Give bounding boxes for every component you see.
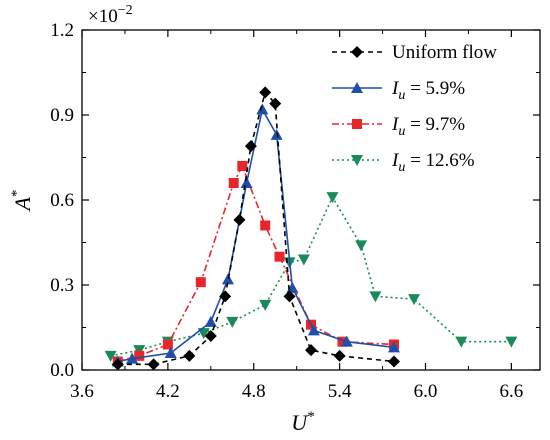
data-point <box>355 240 368 252</box>
y-tick-label: 0.3 <box>50 275 74 296</box>
scale-note: ×10−2 <box>88 3 133 27</box>
data-point <box>286 281 299 293</box>
series-line <box>117 90 395 366</box>
data-point <box>326 192 339 204</box>
data-point <box>269 97 282 110</box>
data-point <box>340 335 353 347</box>
data-point <box>104 350 117 362</box>
data-point <box>204 315 217 327</box>
series-0 <box>111 86 401 371</box>
data-point <box>388 341 401 353</box>
data-point <box>408 294 421 306</box>
data-point <box>237 161 248 171</box>
series-2 <box>112 161 400 367</box>
data-point <box>283 290 296 303</box>
legend-item: Uniform flow <box>332 42 497 63</box>
data-point <box>197 328 210 340</box>
y-axis-title: A* <box>9 190 35 213</box>
x-tick-label: 4.8 <box>242 381 266 402</box>
data-point <box>455 336 468 348</box>
y-tick-label: 0.0 <box>50 360 74 381</box>
y-tick-label: 0.9 <box>50 105 74 126</box>
data-point <box>134 350 145 361</box>
legend-marker <box>352 119 362 129</box>
data-point <box>270 128 283 140</box>
data-point <box>233 213 246 226</box>
legend-item: Iu = 9.7% <box>332 114 465 139</box>
data-point <box>388 355 401 368</box>
data-point <box>256 103 269 115</box>
legend-label: Uniform flow <box>392 42 497 63</box>
data-point <box>162 339 173 350</box>
data-point <box>221 273 234 285</box>
x-axis-title: U* <box>291 409 314 435</box>
series-3 <box>104 192 518 362</box>
data-point <box>195 277 206 288</box>
data-point <box>183 349 196 362</box>
data-point <box>240 177 253 188</box>
legend-item: Iu = 5.9% <box>332 78 465 103</box>
data-point <box>333 349 346 362</box>
data-point <box>219 290 232 303</box>
legend-marker <box>351 82 363 93</box>
legend-label: Iu = 9.7% <box>391 114 465 139</box>
x-tick-label: 3.6 <box>70 381 94 402</box>
data-point <box>259 86 272 99</box>
data-point <box>505 336 518 348</box>
legend-marker <box>351 155 363 166</box>
data-point <box>164 347 177 358</box>
data-point <box>228 178 239 188</box>
series-line <box>110 195 512 357</box>
series-line <box>117 107 395 363</box>
data-point <box>305 344 317 357</box>
legend-label: Iu = 12.6% <box>391 150 475 175</box>
data-point <box>147 358 160 371</box>
data-point <box>244 140 257 153</box>
data-point <box>226 316 239 328</box>
data-point <box>204 330 217 342</box>
legend-item: Iu = 12.6% <box>332 150 475 175</box>
plot-frame <box>81 29 541 371</box>
data-point <box>307 324 320 336</box>
data-point <box>259 299 272 311</box>
x-tick-label: 6.0 <box>414 381 438 402</box>
data-point <box>369 291 382 303</box>
y-tick-label: 1.2 <box>50 20 74 41</box>
y-tick-label: 0.6 <box>50 190 74 211</box>
data-point <box>274 251 285 262</box>
series-1 <box>111 103 401 367</box>
data-point <box>133 345 146 357</box>
data-point <box>126 352 139 364</box>
data-point <box>260 220 271 231</box>
x-tick-label: 4.2 <box>156 381 180 402</box>
series-line <box>117 164 395 363</box>
data-point <box>337 336 348 347</box>
legend-label: Iu = 5.9% <box>391 78 465 103</box>
x-tick-label: 5.4 <box>328 381 352 402</box>
data-point <box>111 358 124 371</box>
data-point <box>297 254 310 266</box>
x-tick-label: 6.6 <box>500 381 524 402</box>
legend-marker <box>351 46 363 58</box>
